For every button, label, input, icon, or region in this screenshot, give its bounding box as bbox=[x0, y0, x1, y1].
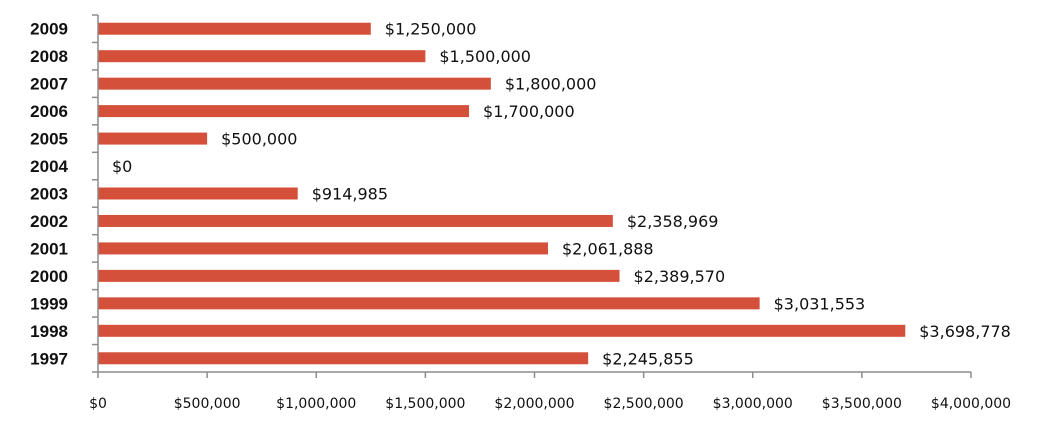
category-label-2003: 2003 bbox=[30, 185, 68, 204]
category-label-2007: 2007 bbox=[30, 75, 68, 94]
bar-2002 bbox=[98, 214, 613, 227]
value-label-2008: $1,500,000 bbox=[439, 47, 531, 66]
bar-2006 bbox=[98, 105, 470, 118]
value-label-1998: $3,698,778 bbox=[919, 322, 1011, 341]
bar-1997 bbox=[98, 352, 589, 365]
bar-1998 bbox=[98, 324, 906, 337]
category-label-2006: 2006 bbox=[30, 102, 68, 121]
bar-1999 bbox=[98, 297, 760, 310]
bar-2003 bbox=[98, 187, 298, 200]
labels-layer: 2009 $1,250,000 2008 $1,500,000 2007 $1,800,0… bbox=[30, 20, 1011, 412]
value-label-2007: $1,800,000 bbox=[505, 75, 597, 94]
category-label-2000: 2000 bbox=[30, 267, 68, 286]
category-label-2004: 2004 bbox=[30, 157, 68, 176]
value-label-2004: $0 bbox=[112, 157, 132, 176]
x-tick-label-7: $3,500,000 bbox=[822, 396, 902, 412]
x-tick-label-6: $3,000,000 bbox=[713, 396, 793, 412]
category-label-1999: 1999 bbox=[30, 294, 68, 313]
value-label-2003: $914,985 bbox=[312, 185, 388, 204]
bar-2007 bbox=[98, 77, 491, 90]
bar-2001 bbox=[98, 242, 549, 255]
x-tick-label-0: $0 bbox=[89, 396, 107, 412]
value-label-2009: $1,250,000 bbox=[385, 20, 477, 39]
x-tick-label-3: $1,500,000 bbox=[385, 396, 465, 412]
value-label-1997: $2,245,855 bbox=[602, 349, 694, 368]
bar-2000 bbox=[98, 269, 620, 282]
x-tick-label-5: $2,500,000 bbox=[604, 396, 684, 412]
x-tick-label-2: $1,000,000 bbox=[276, 396, 356, 412]
value-label-2005: $500,000 bbox=[221, 130, 297, 149]
bar-2005 bbox=[98, 132, 208, 145]
x-tick-label-4: $2,000,000 bbox=[494, 396, 574, 412]
category-label-2001: 2001 bbox=[30, 239, 68, 258]
value-label-1999: $3,031,553 bbox=[774, 294, 866, 313]
category-label-1998: 1998 bbox=[30, 322, 68, 341]
bar-2009 bbox=[98, 22, 371, 35]
bars-layer bbox=[98, 22, 906, 365]
category-label-1997: 1997 bbox=[30, 349, 68, 368]
value-label-2006: $1,700,000 bbox=[483, 102, 575, 121]
x-tick-label-8: $4,000,000 bbox=[931, 396, 1011, 412]
category-label-2009: 2009 bbox=[30, 20, 68, 39]
value-label-2002: $2,358,969 bbox=[627, 212, 719, 231]
value-label-2001: $2,061,888 bbox=[562, 239, 654, 258]
category-label-2005: 2005 bbox=[30, 130, 68, 149]
category-label-2008: 2008 bbox=[30, 47, 68, 66]
value-label-2000: $2,389,570 bbox=[634, 267, 726, 286]
axis-layer bbox=[92, 14, 972, 378]
bar-2008 bbox=[98, 50, 426, 63]
x-tick-label-1: $500,000 bbox=[174, 396, 241, 412]
category-label-2002: 2002 bbox=[30, 212, 68, 231]
